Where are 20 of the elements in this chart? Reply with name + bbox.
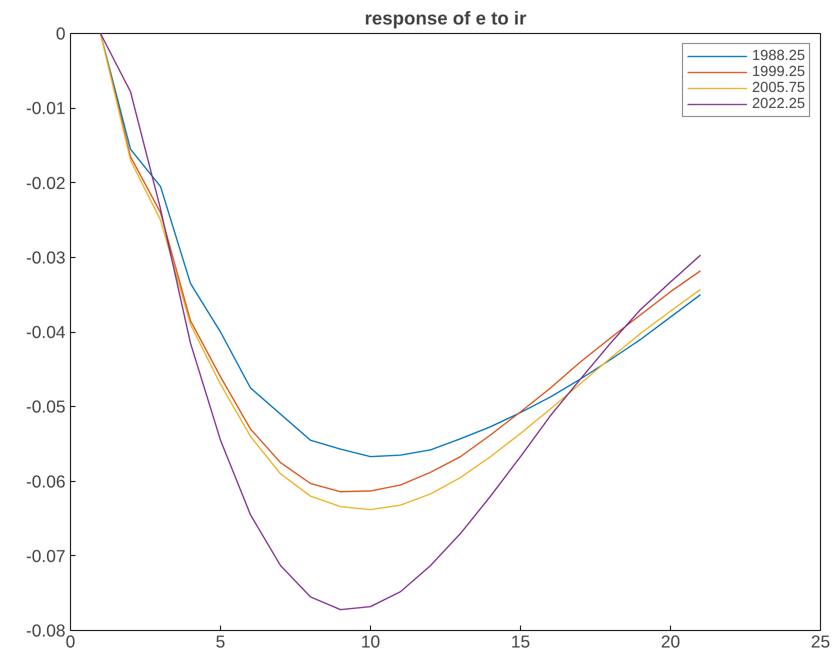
x-tick-label: 5	[216, 632, 226, 652]
x-tick-label: 15	[510, 632, 530, 652]
y-tick-label: -0.02	[26, 172, 66, 193]
legend-label: 1999.25	[752, 64, 805, 80]
y-tick-label: -0.01	[26, 98, 66, 118]
y-tick-label: -0.07	[26, 546, 66, 566]
x-tick-label: 20	[660, 632, 680, 652]
legend-label: 2005.75	[752, 80, 805, 96]
y-tick-label: -0.08	[26, 620, 66, 640]
x-tick-label: 10	[360, 632, 380, 652]
y-tick-label: 0	[56, 24, 66, 44]
legend-label: 2022.25	[752, 96, 805, 112]
line-series	[100, 34, 702, 610]
y-tick-label: -0.05	[26, 396, 66, 417]
legend-label: 1988.25	[752, 48, 805, 64]
y-tick-label: -0.04	[26, 322, 66, 342]
y-tick-label: -0.06	[26, 471, 66, 492]
chart-title: response of e to ir	[364, 8, 526, 28]
x-tick-label: 25	[810, 632, 830, 652]
y-tick-label: -0.03	[26, 247, 66, 268]
